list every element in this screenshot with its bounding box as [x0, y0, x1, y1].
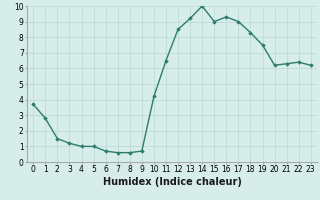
X-axis label: Humidex (Indice chaleur): Humidex (Indice chaleur): [103, 177, 241, 187]
